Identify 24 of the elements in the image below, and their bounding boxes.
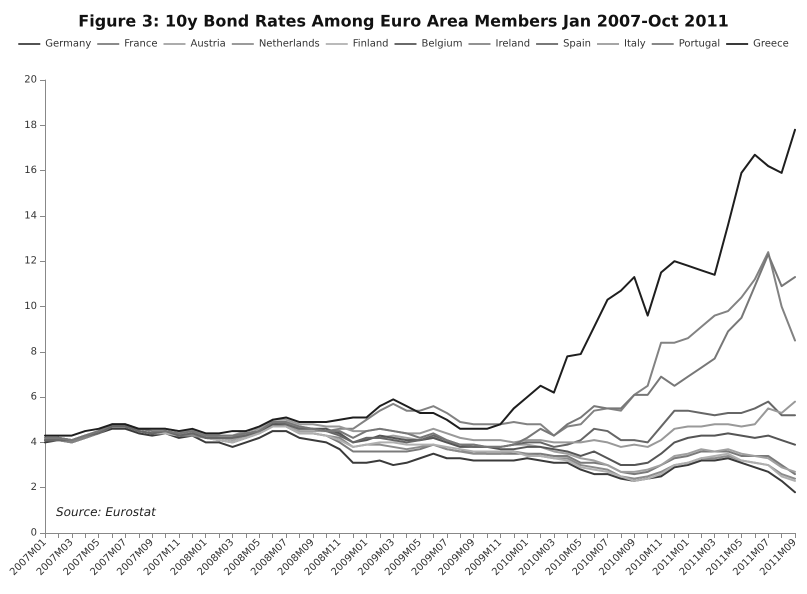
- legend-label: Greece: [753, 38, 789, 50]
- legend-label: Netherlands: [258, 38, 320, 50]
- y-tick-label: 0: [30, 528, 37, 538]
- legend-label: Germany: [45, 38, 92, 50]
- legend-label: Belgium: [422, 38, 462, 50]
- annotation: Source: Eurostat: [56, 505, 158, 519]
- legend-label: Spain: [563, 38, 592, 50]
- y-tick-label: 6: [30, 392, 37, 403]
- legend-label: Finland: [352, 38, 389, 50]
- y-tick-label: 2: [30, 482, 37, 494]
- legend-label: Austria: [190, 38, 226, 50]
- y-tick-label: 16: [24, 165, 37, 176]
- legend-label: Ireland: [496, 38, 530, 50]
- legend-label: Portugal: [678, 38, 720, 50]
- y-tick-label: 14: [24, 210, 37, 222]
- y-tick-label: 4: [30, 436, 37, 448]
- y-tick-label: 10: [24, 301, 37, 312]
- legend-label: Italy: [624, 38, 646, 50]
- y-tick-label: 8: [30, 346, 37, 358]
- y-tick-label: 20: [24, 74, 37, 86]
- y-tick-label: 18: [24, 120, 37, 131]
- y-tick-label: 12: [24, 256, 37, 267]
- legend-label: France: [124, 38, 158, 50]
- chart-title: Figure 3: 10y Bond Rates Among Euro Area Members Jan 2007-Oct 2011: [78, 12, 729, 30]
